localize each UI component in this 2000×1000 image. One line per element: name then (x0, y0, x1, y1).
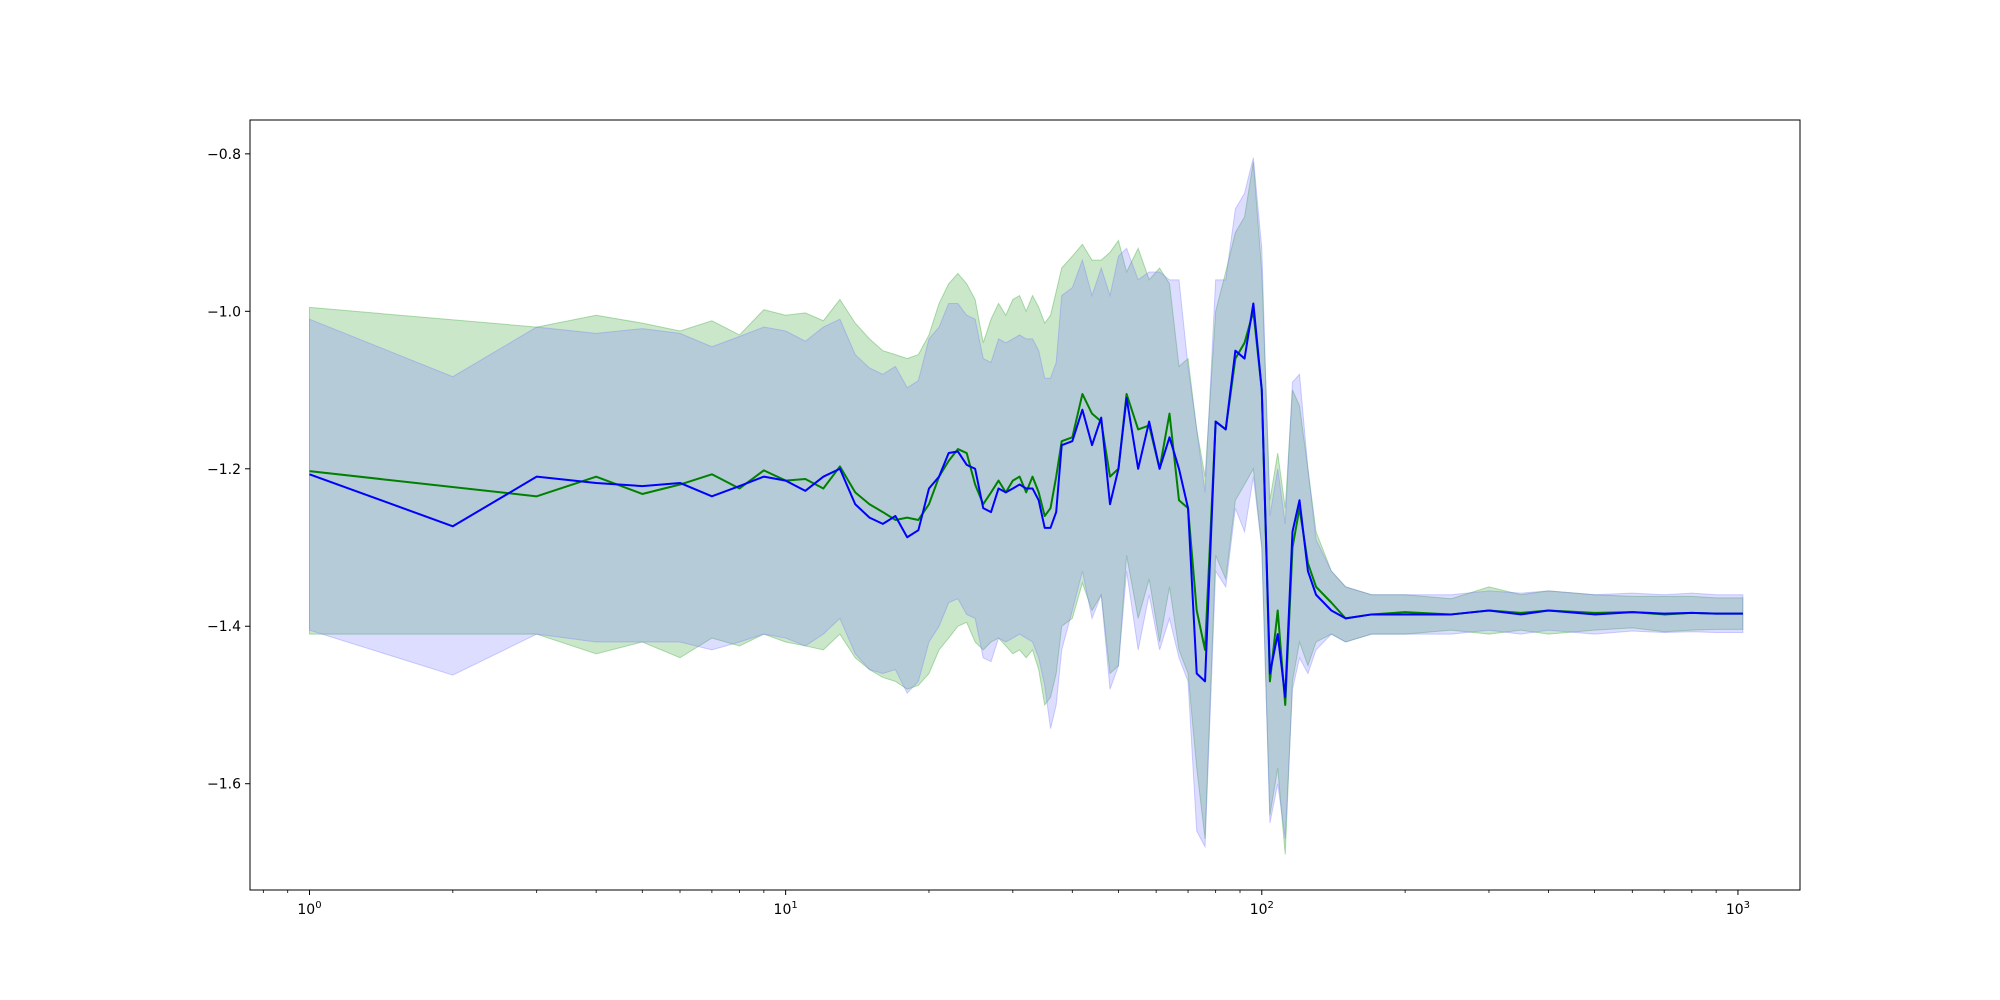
x-tick-label: 103 (1726, 900, 1750, 918)
series-lines (309, 302, 1743, 706)
x-tick-label: 102 (1250, 900, 1274, 918)
y-tick-label: −1.4 (207, 619, 241, 635)
x-tick-base: 10 (1726, 902, 1744, 918)
plot-frame (249, 119, 1801, 891)
y-tick-label: −1.6 (207, 777, 241, 793)
x-tick-label: 101 (774, 900, 798, 918)
confidence-band-1 (308, 161, 1744, 855)
x-tick-base: 10 (297, 902, 315, 918)
x-tick-base: 10 (774, 902, 792, 918)
x-tick-exponent: 1 (791, 900, 797, 911)
series-line-1 (309, 310, 1743, 706)
confidence-band-2 (308, 157, 1744, 849)
x-tick-base: 10 (1250, 902, 1268, 918)
y-axis: −0.8 −1.0 −1.2 −1.4 −1.6 (207, 147, 250, 793)
series-line-2 (309, 302, 1743, 699)
x-tick-exponent: 2 (1268, 900, 1274, 911)
x-tick-exponent: 0 (315, 900, 321, 911)
confidence-bands (308, 157, 1744, 855)
y-tick-label: −1.2 (207, 462, 241, 478)
plot-area (250, 120, 1800, 890)
x-tick-exponent: 3 (1744, 900, 1750, 911)
y-tick-label: −0.8 (207, 147, 241, 163)
x-tick-label: 100 (297, 900, 321, 918)
x-axis: 100 101 102 103 (262, 890, 1750, 918)
y-tick-label: −1.0 (207, 304, 241, 320)
